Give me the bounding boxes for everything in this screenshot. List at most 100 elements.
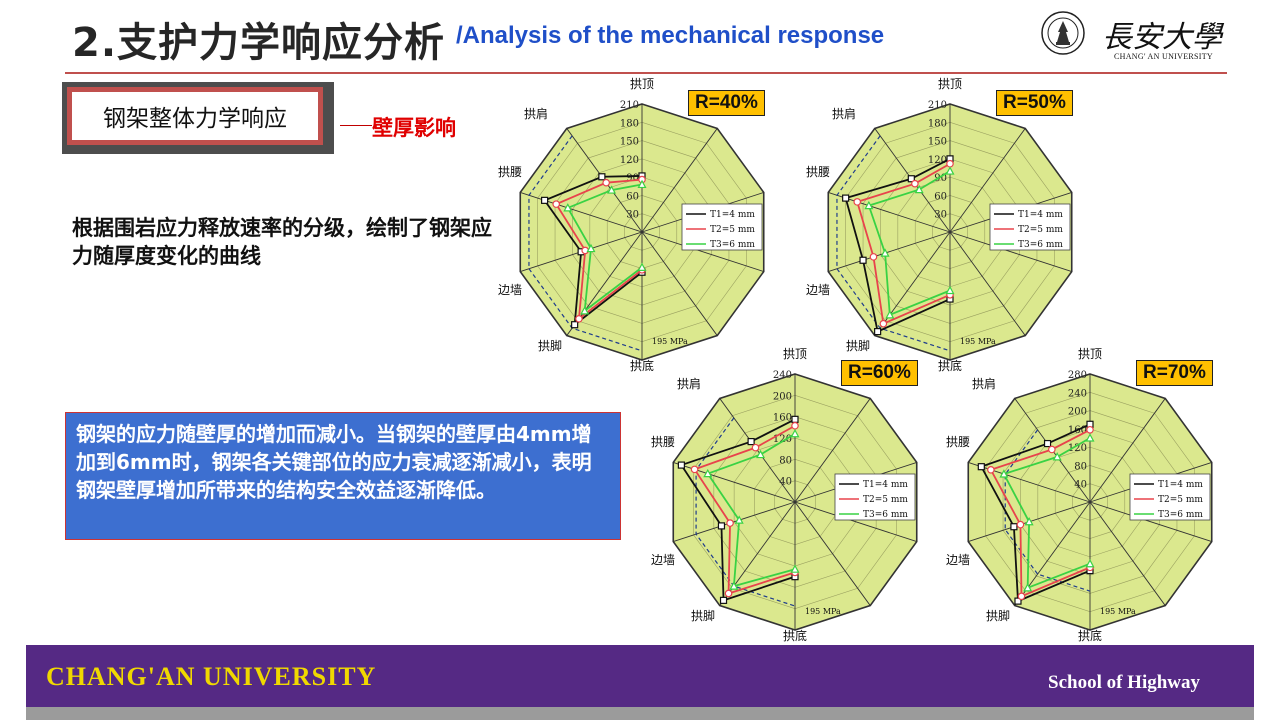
radar-tick-label: 120 bbox=[620, 155, 639, 166]
radar-axis-label: 拱腰 bbox=[498, 165, 522, 179]
radar-point bbox=[977, 463, 985, 471]
radar-point bbox=[1016, 520, 1025, 529]
radar-tick-label: 120 bbox=[928, 155, 947, 166]
page-title: 2.支护力学响应分析 bbox=[72, 20, 446, 66]
radar-point bbox=[598, 173, 606, 181]
radar-spoke bbox=[673, 501, 796, 542]
radar-point bbox=[879, 319, 888, 328]
radar-spoke bbox=[794, 398, 871, 503]
radar-point bbox=[790, 564, 800, 573]
radar-series-line bbox=[693, 424, 796, 595]
radar-point bbox=[571, 321, 579, 329]
radar-point bbox=[1043, 439, 1052, 448]
radar-tick-label: 150 bbox=[620, 137, 639, 148]
radar-legend-box bbox=[1129, 473, 1211, 521]
radar-point bbox=[864, 200, 874, 210]
radar-series-line bbox=[679, 418, 796, 602]
radar-legend: T1=4 mm T2=5 mm T3=6 mm bbox=[989, 203, 1071, 251]
radar-spoke bbox=[794, 501, 917, 542]
radar-tick-label: 210 bbox=[620, 100, 639, 111]
radar-point bbox=[1024, 517, 1034, 526]
legend-label: T2=5 mm bbox=[1018, 225, 1063, 235]
radar-point bbox=[724, 589, 733, 598]
radar-point bbox=[607, 185, 617, 194]
radar-axis-label: 拱顶 bbox=[630, 77, 654, 91]
radar-tick-label: 210 bbox=[928, 100, 947, 111]
radar-spoke bbox=[520, 192, 643, 233]
radar-point bbox=[677, 461, 685, 469]
radar-point bbox=[747, 437, 755, 446]
radar-series-line bbox=[543, 175, 643, 327]
radar-series-line bbox=[1002, 437, 1091, 590]
radar-legend: T1=4 mm T2=5 mm T3=6 mm bbox=[1129, 473, 1211, 521]
radar-legend: T1=4 mm T2=5 mm T3=6 mm bbox=[681, 203, 763, 251]
radar-axis-label: 拱顶 bbox=[938, 77, 962, 91]
radar-axis-label: 拱底 bbox=[783, 628, 807, 643]
radar-axis-label: 边墙 bbox=[806, 283, 830, 297]
radar-chart-r50: 30 60 90 120 150 180 210 195 MPa 拱顶 拱肩 拱腰 边墙 拱脚 拱底 T1=… bbox=[800, 77, 1100, 373]
radar-point bbox=[703, 468, 713, 478]
ratio-badge: R=50% bbox=[996, 90, 1073, 116]
radar-series-line bbox=[844, 158, 951, 333]
radar-legend-box bbox=[834, 473, 916, 521]
radar-tick-label: 80 bbox=[1074, 461, 1087, 472]
radar-axis-label: 拱底 bbox=[630, 358, 654, 373]
callout-line bbox=[340, 125, 372, 126]
radar-point bbox=[637, 179, 647, 189]
legend-label: T3=6 mm bbox=[863, 510, 908, 520]
radar-point bbox=[726, 519, 734, 527]
radar-tick-label: 160 bbox=[773, 413, 792, 424]
legend-label: T1=4 mm bbox=[863, 480, 908, 490]
radar-point bbox=[717, 522, 726, 530]
radar-axis-label: 拱顶 bbox=[1078, 347, 1102, 361]
radar-limit-label: 195 MPa bbox=[1100, 607, 1136, 616]
radar-point bbox=[563, 203, 573, 212]
radar-axis-label: 拱腰 bbox=[651, 435, 675, 449]
radar-tick-label: 60 bbox=[934, 191, 947, 202]
radar-series-line bbox=[566, 183, 643, 313]
footer-bar bbox=[26, 645, 1254, 707]
summary-box: 钢架的应力随壁厚的增加而减小。当钢架的壁厚由4mm增加到6mm时，钢架各关键部位… bbox=[65, 412, 621, 540]
radar-tick-label: 120 bbox=[1068, 443, 1087, 454]
radar-series-line bbox=[980, 423, 1091, 603]
callout-label: 壁厚影响 bbox=[372, 116, 456, 140]
radar-point bbox=[690, 465, 699, 474]
title-divider bbox=[65, 72, 1227, 74]
radar-series-line bbox=[867, 170, 951, 317]
radar-point bbox=[1014, 597, 1022, 605]
ratio-badge: R=70% bbox=[1136, 360, 1213, 386]
radar-point bbox=[1052, 452, 1062, 461]
radar-axis-label: 拱底 bbox=[1078, 628, 1102, 643]
legend-label: T2=5 mm bbox=[863, 495, 908, 505]
radar-tick-label: 90 bbox=[626, 173, 639, 184]
radar-axis-label: 拱脚 bbox=[538, 338, 562, 353]
radar-point bbox=[945, 285, 955, 295]
radar-series-line bbox=[554, 178, 643, 321]
radar-tick-label: 60 bbox=[626, 191, 639, 202]
radar-axis-label: 拱脚 bbox=[691, 608, 715, 623]
radar-point bbox=[751, 443, 760, 452]
legend-label: T2=5 mm bbox=[1158, 495, 1203, 505]
radar-point bbox=[729, 581, 739, 590]
radar-point bbox=[1085, 558, 1095, 568]
footer-school-name: School of Highway bbox=[1048, 672, 1201, 693]
radar-spoke bbox=[641, 128, 718, 233]
radar-point bbox=[999, 469, 1009, 478]
radar-tick-label: 200 bbox=[773, 391, 792, 402]
radar-axis-label: 拱顶 bbox=[783, 347, 807, 361]
radar-series-line bbox=[856, 162, 951, 326]
radar-point bbox=[637, 262, 647, 271]
radar-point bbox=[1023, 583, 1033, 592]
radar-chart-r70: 40 80 120 160 200 240 280 195 MPa 拱顶 拱肩 拱腰 边墙 拱脚 拱底 T1… bbox=[940, 347, 1240, 643]
university-logo-text: 長安大學 bbox=[1102, 20, 1222, 55]
radar-tick-label: 180 bbox=[620, 118, 639, 129]
radar-axis-label: 拱腰 bbox=[806, 165, 830, 179]
radar-tick-label: 280 bbox=[1068, 370, 1087, 381]
radar-point bbox=[791, 415, 799, 423]
radar-point bbox=[987, 465, 995, 474]
section-label: 钢架整体力学响应 bbox=[72, 92, 318, 140]
radar-point bbox=[914, 184, 924, 194]
